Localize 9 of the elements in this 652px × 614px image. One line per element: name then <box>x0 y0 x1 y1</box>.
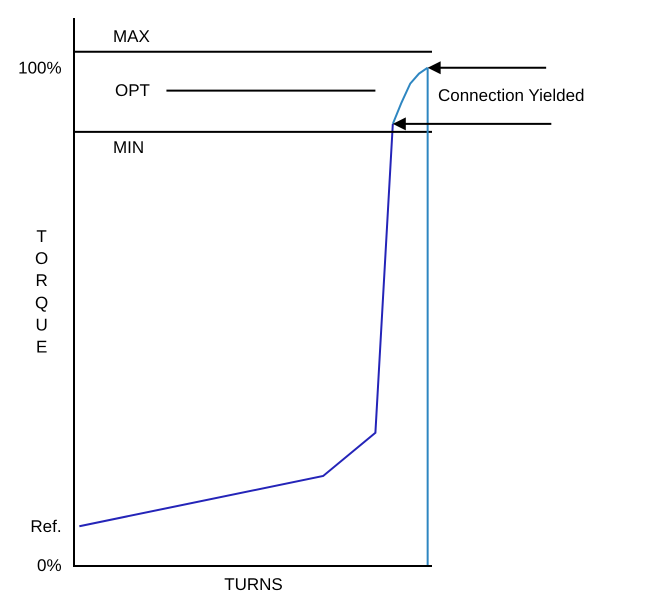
text: Connection Yielded <box>438 86 585 105</box>
y-tick-label: Ref. <box>30 517 62 536</box>
y-axis-title: TORQUE <box>35 227 48 356</box>
ref-line-label: MAX <box>113 27 150 46</box>
series-label: OPT <box>115 81 150 100</box>
ref-line-label: MIN <box>113 138 144 157</box>
y-tick-label: 0% <box>37 556 62 575</box>
x-axis-title: TURNS <box>224 574 283 594</box>
y-tick-label: 100% <box>18 58 62 78</box>
